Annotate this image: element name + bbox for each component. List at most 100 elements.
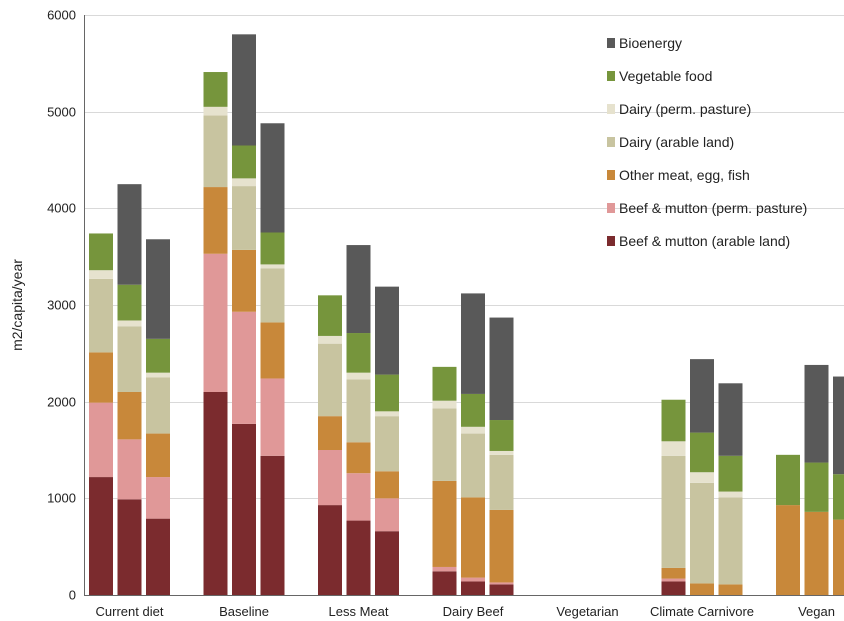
bar-segment: [661, 567, 686, 579]
bar-segment: [718, 383, 743, 456]
bar-segment: [346, 520, 371, 595]
bar-segment: [146, 477, 170, 519]
bar-segment: [346, 473, 371, 521]
bar-segment: [117, 392, 142, 440]
bar-segment: [117, 284, 142, 321]
bar-segment: [318, 343, 342, 417]
axes: [84, 15, 844, 596]
bar-segment: [146, 433, 170, 478]
bar-segment: [718, 497, 743, 585]
bar-segment: [661, 581, 686, 595]
bar-segment: [260, 378, 285, 456]
bar-segment: [232, 423, 256, 595]
x-tick-label: Dairy Beef: [443, 604, 504, 619]
bar-segment: [117, 326, 142, 392]
legend-swatch: [607, 137, 615, 147]
bar-segment: [89, 477, 113, 595]
bar-segment: [432, 408, 457, 481]
legend-swatch: [607, 203, 615, 213]
bar-segment: [432, 566, 457, 572]
bar-segment: [375, 374, 399, 412]
bar-segment: [89, 233, 113, 271]
bar-segment: [346, 333, 371, 373]
bar-segment: [346, 379, 371, 443]
bar-segment: [375, 416, 399, 472]
bar-segment: [661, 578, 686, 582]
bar-segment: [146, 377, 170, 434]
x-tick-label: Vegetarian: [556, 604, 618, 619]
legend-label: Dairy (perm. pasture): [619, 101, 751, 117]
bar-segment: [833, 376, 844, 475]
bar-segment: [375, 286, 399, 375]
bar-segment: [203, 187, 228, 254]
legend-swatch: [607, 104, 615, 114]
bar-segment: [690, 472, 714, 483]
x-tick-label: Current diet: [96, 604, 164, 619]
bar-segment: [432, 571, 457, 595]
bar-segment: [489, 454, 514, 510]
legend-label: Beef & mutton (perm. pasture): [619, 200, 807, 216]
bars: [89, 34, 844, 595]
bar-segment: [718, 491, 743, 498]
x-tick-label: Climate Carnivore: [650, 604, 754, 619]
x-tick-label: Baseline: [219, 604, 269, 619]
bar-segment: [117, 439, 142, 500]
bar-segment: [146, 239, 170, 339]
y-axis-title: m2/capita/year: [9, 259, 25, 351]
bar-segment: [89, 352, 113, 403]
bar-segment: [318, 505, 342, 595]
bar-segment: [89, 402, 113, 478]
bar-segment: [117, 499, 142, 595]
bar-segment: [489, 420, 514, 451]
bar-segment: [833, 474, 844, 520]
legend: Bioenergy Vegetable food Dairy (perm. past…: [607, 35, 807, 249]
bar-segment: [432, 400, 457, 409]
legend-label: Other meat, egg, fish: [619, 167, 750, 183]
bar-segment: [146, 518, 170, 595]
bar-segment: [661, 455, 686, 568]
bar-segment: [260, 455, 285, 595]
bar-segment: [232, 178, 256, 187]
bar-segment: [461, 293, 485, 394]
bar-segment: [804, 364, 829, 463]
y-tick-labels: 0 1000 2000 3000 4000 5000 6000: [47, 8, 76, 603]
legend-label: Vegetable food: [619, 68, 712, 84]
y-tick-label: 1000: [47, 491, 76, 506]
bar-segment: [346, 372, 371, 380]
y-tick-label: 0: [69, 588, 76, 603]
bar-segment: [690, 482, 714, 584]
y-tick-label: 6000: [47, 8, 76, 23]
bar-segment: [718, 455, 743, 492]
bar-segment: [346, 442, 371, 474]
y-tick-label: 4000: [47, 201, 76, 216]
bar-segment: [461, 433, 485, 498]
bar-segment: [203, 115, 228, 188]
legend-label: Beef & mutton (arable land): [619, 233, 790, 249]
bar-segment: [461, 577, 485, 582]
bar-segment: [203, 253, 228, 392]
y-tick-label: 2000: [47, 395, 76, 410]
bar-segment: [375, 498, 399, 532]
bar-segment: [661, 441, 686, 456]
bar-segment: [804, 511, 829, 595]
bar-segment: [690, 359, 714, 433]
y-tick-label: 5000: [47, 105, 76, 120]
bar-segment: [318, 450, 342, 506]
legend-swatch: [607, 38, 615, 48]
bar-segment: [375, 471, 399, 499]
bar-segment: [203, 72, 228, 107]
bar-segment: [146, 372, 170, 378]
bar-segment: [804, 462, 829, 512]
bar-segment: [489, 584, 514, 595]
bar-segment: [260, 268, 285, 323]
bar-segment: [89, 270, 113, 279]
x-tick-labels: Current diet Baseline Less Meat Dairy Beef V…: [96, 604, 835, 619]
bar-segment: [432, 480, 457, 567]
bar-segment: [318, 416, 342, 450]
bar-segment: [489, 450, 514, 455]
bar-segment: [461, 581, 485, 595]
bar-segment: [232, 249, 256, 312]
bar-segment: [718, 584, 743, 595]
legend-swatch: [607, 71, 615, 81]
